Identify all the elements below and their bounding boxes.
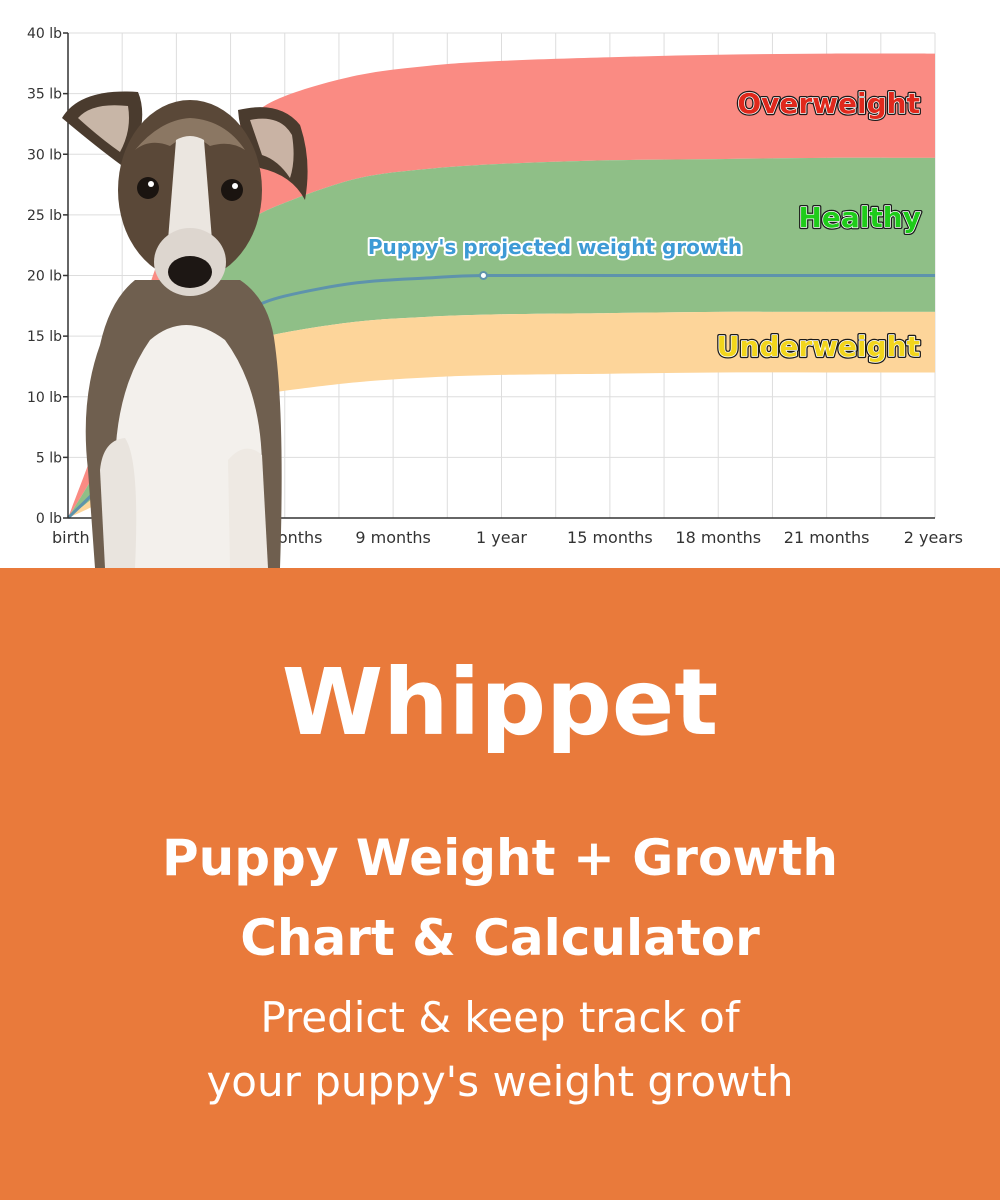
banner-subtitle: Puppy Weight + Growth Chart & Calculator [0, 818, 1000, 978]
puppy-eye-left [137, 177, 159, 199]
y-tick-label: 5 lb [36, 450, 62, 466]
y-tick-label: 25 lb [27, 208, 62, 224]
puppy-eye-right [221, 179, 243, 201]
y-tick-label: 40 lb [27, 26, 62, 42]
band-underweight [68, 311, 935, 518]
x-tick-label: 1 year [476, 528, 527, 547]
puppy-head-brindle [135, 118, 245, 150]
x-tick-label: 21 months [784, 528, 870, 547]
puppy-ear-left-inner [78, 105, 129, 152]
y-tick-label: 15 lb [27, 329, 62, 345]
puppy-photo [62, 91, 308, 568]
puppy-chest [115, 325, 262, 568]
tagline-line-2: your puppy's weight growth [206, 1057, 794, 1106]
tagline-line-1: Predict & keep track of [260, 993, 740, 1042]
subtitle-line-2: Chart & Calculator [240, 909, 760, 967]
weight-chart: 0 lb 5 lb 10 lb 15 lb 20 lb 25 lb 30 lb 35 lb 40… [0, 0, 1000, 568]
puppy-nose [168, 256, 212, 288]
series-marker [478, 271, 488, 280]
weight-chart-svg: 0 lb 5 lb 10 lb 15 lb 20 lb 25 lb 30 lb 35 lb 40… [27, 26, 963, 568]
y-tick-label: 10 lb [27, 390, 62, 406]
chart-labels: OverweightOverweightHealthyHealthyUnderw… [366, 85, 923, 365]
subtitle-line-1: Puppy Weight + Growth [162, 829, 838, 887]
y-tick-label: 0 lb [36, 511, 62, 527]
band-label-overweight-inner: Overweight [737, 87, 920, 120]
breed-title: Whippet [281, 649, 719, 756]
puppy-leg-right [228, 448, 268, 568]
puppy-leg-left [100, 438, 137, 568]
x-tick-label: 9 months [355, 528, 431, 547]
puppy-eye-left-shine [148, 181, 154, 187]
x-tick-label: 2 years [904, 528, 963, 547]
band-label-healthy: Healthy [799, 201, 922, 234]
y-tick-label: 35 lb [27, 87, 62, 103]
puppy-ear-right-inner [250, 118, 294, 178]
banner-tagline: Predict & keep track of your puppy's wei… [0, 986, 1000, 1114]
puppy-eye-right-shine [232, 183, 238, 189]
band-label-underweight: Underweight [717, 330, 920, 363]
band-label-healthy-inner: Healthy [799, 201, 922, 234]
x-tick-label: 15 months [567, 528, 653, 547]
band-healthy [68, 157, 935, 519]
series-label: Puppy's projected weight growth [368, 235, 742, 259]
band-label-underweight-inner: Underweight [717, 330, 920, 363]
y-tick-label: 20 lb [27, 269, 62, 285]
y-tick-label: 30 lb [27, 147, 62, 163]
x-tick-label: birth [52, 528, 90, 547]
promo-banner: Whippet Puppy Weight + Growth Chart & Ca… [0, 568, 1000, 1200]
band-label-overweight: Overweight [737, 87, 920, 120]
x-tick-label: 18 months [675, 528, 761, 547]
